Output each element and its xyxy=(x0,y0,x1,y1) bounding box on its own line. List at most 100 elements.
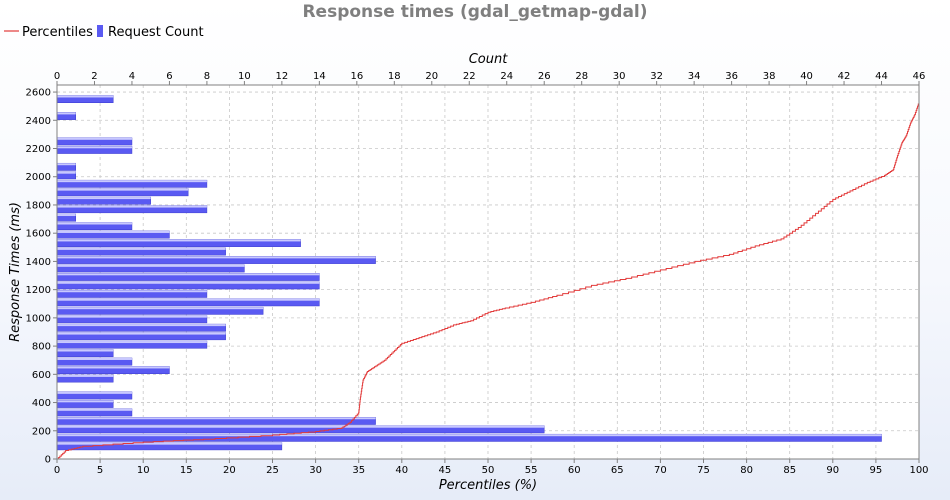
x-top-tick-label: 10 xyxy=(238,71,251,82)
y-tick-label: 2200 xyxy=(26,144,51,155)
request-count-bar-highlight xyxy=(57,290,207,293)
request-count-bar-highlight xyxy=(57,222,132,225)
request-count-bar-highlight xyxy=(57,146,132,149)
x-bottom-tick-label: 50 xyxy=(482,465,495,476)
request-count-bar-highlight xyxy=(57,349,114,352)
x-top-tick-label: 34 xyxy=(688,71,701,82)
x-top-tick-label: 0 xyxy=(54,71,60,82)
x-bottom-tick-label: 30 xyxy=(309,465,322,476)
request-count-bar-highlight xyxy=(57,417,376,420)
x-top-tick-label: 22 xyxy=(463,71,476,82)
x-top-tick-label: 20 xyxy=(425,71,438,82)
y-tick-label: 2400 xyxy=(26,116,51,127)
x-top-tick-label: 16 xyxy=(350,71,363,82)
axis-ticks: 0200400600800100012001400160018002000220… xyxy=(26,71,929,476)
y-tick-label: 2600 xyxy=(26,88,51,99)
legend-percentiles-label: Percentiles xyxy=(22,25,93,40)
request-count-bar-highlight xyxy=(57,298,320,301)
request-count-bar-highlight xyxy=(57,281,320,284)
x-bottom-tick-label: 75 xyxy=(697,465,710,476)
x-bottom-tick-label: 25 xyxy=(266,465,279,476)
request-count-bar-highlight xyxy=(57,391,132,394)
x-top-axis-label: Count xyxy=(469,52,509,67)
x-bottom-tick-label: 0 xyxy=(54,465,60,476)
x-top-tick-label: 40 xyxy=(800,71,813,82)
x-top-tick-label: 38 xyxy=(763,71,776,82)
y-tick-label: 1400 xyxy=(26,257,51,268)
x-bottom-tick-label: 45 xyxy=(439,465,452,476)
request-count-bar-highlight xyxy=(57,137,132,140)
request-count-bar-highlight xyxy=(57,256,376,259)
y-tick-label: 0 xyxy=(45,455,51,466)
y-tick-label: 1200 xyxy=(26,285,51,296)
x-top-tick-label: 46 xyxy=(913,71,926,82)
x-bottom-tick-label: 80 xyxy=(740,465,753,476)
request-count-bar-highlight xyxy=(57,442,282,445)
x-bottom-tick-label: 15 xyxy=(180,465,193,476)
x-bottom-tick-label: 55 xyxy=(525,465,538,476)
request-count-bar-highlight xyxy=(57,180,207,183)
request-count-bar-highlight xyxy=(57,425,545,428)
x-bottom-tick-label: 5 xyxy=(97,465,103,476)
x-top-tick-label: 28 xyxy=(575,71,588,82)
x-bottom-tick-label: 35 xyxy=(352,465,365,476)
y-tick-label: 2000 xyxy=(26,172,51,183)
request-count-bar-highlight xyxy=(57,332,226,335)
x-top-tick-label: 44 xyxy=(875,71,888,82)
x-top-tick-label: 42 xyxy=(838,71,851,82)
request-count-bar-highlight xyxy=(57,163,76,166)
x-bottom-tick-label: 70 xyxy=(654,465,667,476)
request-count-bar-highlight xyxy=(57,434,882,437)
x-bottom-tick-label: 85 xyxy=(783,465,796,476)
x-bottom-tick-label: 60 xyxy=(568,465,581,476)
y-tick-label: 1800 xyxy=(26,200,51,211)
y-tick-label: 1000 xyxy=(26,313,51,324)
x-top-tick-label: 36 xyxy=(725,71,738,82)
x-bottom-tick-label: 20 xyxy=(223,465,236,476)
x-top-tick-label: 2 xyxy=(91,71,97,82)
y-tick-label: 400 xyxy=(32,398,51,409)
x-bottom-tick-label: 90 xyxy=(826,465,839,476)
request-count-bar-highlight xyxy=(57,214,76,217)
request-count-bar-highlight xyxy=(57,341,207,344)
x-bottom-axis-label: Percentiles (%) xyxy=(439,478,537,493)
x-top-tick-label: 6 xyxy=(166,71,172,82)
request-count-bar-highlight xyxy=(57,197,151,200)
y-tick-label: 800 xyxy=(32,342,51,353)
request-count-bar-highlight xyxy=(57,264,245,267)
request-count-bar-highlight xyxy=(57,307,264,310)
request-count-bar-highlight xyxy=(57,273,320,276)
x-top-tick-label: 26 xyxy=(538,71,551,82)
request-count-bar-highlight xyxy=(57,112,76,115)
percentiles-line xyxy=(57,101,920,460)
request-count-bar-highlight xyxy=(57,247,226,250)
y-axis-label: Response Times (ms) xyxy=(8,202,23,342)
y-tick-label: 1600 xyxy=(26,229,51,240)
x-top-tick-label: 14 xyxy=(313,71,326,82)
x-bottom-tick-label: 95 xyxy=(870,465,883,476)
request-count-bar-highlight xyxy=(57,171,76,174)
request-count-bar-highlight xyxy=(57,239,301,242)
x-bottom-tick-label: 100 xyxy=(909,465,928,476)
request-count-bar-highlight xyxy=(57,374,114,377)
request-count-bar-highlight xyxy=(57,408,132,411)
request-count-bar-highlight xyxy=(57,366,170,369)
x-top-tick-label: 32 xyxy=(650,71,663,82)
request-count-bar-highlight xyxy=(57,205,207,208)
request-count-bar-highlight xyxy=(57,230,170,233)
y-tick-label: 600 xyxy=(32,370,51,381)
y-tick-label: 200 xyxy=(32,426,51,437)
x-top-tick-label: 8 xyxy=(204,71,210,82)
x-top-tick-label: 24 xyxy=(500,71,513,82)
x-top-tick-label: 12 xyxy=(276,71,289,82)
request-count-bars xyxy=(56,95,882,451)
x-bottom-tick-label: 40 xyxy=(395,465,408,476)
request-count-bar-highlight xyxy=(57,357,132,360)
legend-request-count-label: Request Count xyxy=(108,25,204,40)
x-top-tick-label: 30 xyxy=(613,71,626,82)
legend: Percentiles Request Count xyxy=(4,25,204,40)
request-count-bar-highlight xyxy=(57,95,114,98)
x-bottom-tick-label: 65 xyxy=(611,465,624,476)
x-top-tick-label: 18 xyxy=(388,71,401,82)
